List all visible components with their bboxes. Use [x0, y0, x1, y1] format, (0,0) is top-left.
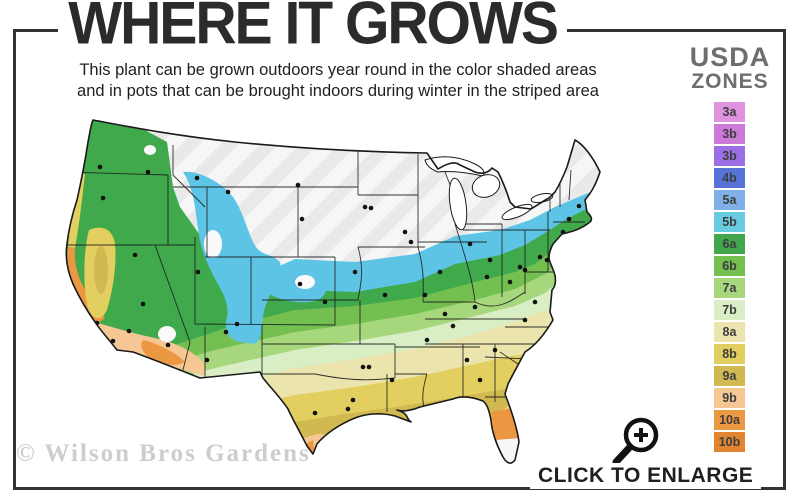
city-dot	[204, 357, 210, 363]
city-dot	[100, 195, 106, 201]
legend-zone-swatch: 7b	[714, 300, 745, 320]
coast-yellow-strip	[68, 172, 85, 248]
city-dot	[194, 175, 200, 181]
city-dot	[477, 377, 483, 383]
city-dot	[492, 347, 498, 353]
city-dot	[389, 377, 395, 383]
city-dot	[295, 182, 301, 188]
city-dot	[532, 299, 538, 305]
city-dot	[576, 203, 582, 209]
legend-zone-swatch: 10b	[714, 432, 745, 452]
legend-zone-list: 3a 3b 3b 4b 5a 5b 6a 6b 7a 7b 8a 8b 9a 9b 10a 10b	[714, 102, 745, 454]
city-dot	[97, 164, 103, 170]
subtitle: This plant can be grown outdoors year ro…	[14, 60, 662, 102]
city-dot	[360, 364, 366, 370]
white-patch-cascades	[144, 145, 156, 155]
white-patch-colorado	[295, 275, 315, 289]
valley-core	[94, 246, 108, 294]
legend-zone-swatch: 3b	[714, 124, 745, 144]
city-dot	[422, 292, 428, 298]
city-dot	[522, 267, 528, 273]
city-dot	[537, 254, 543, 260]
city-dot	[234, 321, 240, 327]
legend-zone-swatch: 4b	[714, 168, 745, 188]
legend-zone-swatch: 6b	[714, 256, 745, 276]
city-dot	[507, 393, 513, 399]
city-dot	[366, 364, 372, 370]
city-dot	[507, 279, 513, 285]
city-dot	[402, 229, 408, 235]
city-dot	[126, 328, 132, 334]
city-dot	[195, 269, 201, 275]
legend-zone-swatch: 6a	[714, 234, 745, 254]
legend-zone-swatch: 3b	[714, 146, 745, 166]
city-dot	[299, 216, 305, 222]
city-dot	[472, 304, 478, 310]
city-dot	[225, 189, 231, 195]
legend-zone-swatch: 9b	[714, 388, 745, 408]
city-dot	[345, 406, 351, 412]
city-dot	[79, 334, 85, 340]
city-dot	[145, 169, 151, 175]
city-dot	[110, 338, 116, 344]
city-dot	[464, 357, 470, 363]
legend-zone-swatch: 8a	[714, 322, 745, 342]
legend-zone-swatch: 9a	[714, 366, 745, 386]
city-dot	[484, 274, 490, 280]
lake-huron	[471, 174, 501, 198]
city-dot	[517, 264, 523, 270]
city-dot	[116, 350, 122, 356]
city-dot	[297, 281, 303, 287]
subtitle-line-1: This plant can be grown outdoors year ro…	[79, 61, 597, 79]
city-dot	[467, 241, 473, 247]
city-dot	[165, 342, 171, 348]
legend-title-zones: ZONES	[691, 70, 769, 93]
city-dot	[132, 252, 138, 258]
legend-zone-swatch: 5b	[714, 212, 745, 232]
city-dot	[322, 299, 328, 305]
legend-zone-swatch: 3a	[714, 102, 745, 122]
city-dot	[352, 269, 358, 275]
city-dot	[140, 301, 146, 307]
city-dot	[437, 269, 443, 275]
us-outline	[65, 119, 601, 464]
legend-zone-swatch: 5a	[714, 190, 745, 210]
city-dot	[312, 410, 318, 416]
city-dot	[362, 204, 368, 210]
click-to-enlarge-button[interactable]: CLICK TO ENLARGE	[530, 463, 762, 489]
magnifier-plus-icon[interactable]	[608, 414, 668, 470]
legend-title: USDA ZONES	[676, 44, 784, 93]
city-dot	[566, 216, 572, 222]
page-title: WHERE IT GROWS	[58, 0, 568, 63]
legend-zone-swatch: 8b	[714, 344, 745, 364]
watermark: © Wilson Bros Gardens	[16, 440, 311, 467]
white-patch-arizona	[158, 326, 176, 342]
city-dot	[522, 317, 528, 323]
city-dot	[588, 196, 594, 202]
city-dot	[350, 397, 356, 403]
city-dot	[424, 337, 430, 343]
legend-title-usda: USDA	[689, 42, 771, 72]
city-dot	[487, 257, 493, 263]
city-dot	[442, 311, 448, 317]
legend-zone-swatch: 10a	[714, 410, 745, 430]
city-dot	[544, 257, 550, 263]
us-zones-map[interactable]	[55, 112, 680, 477]
city-dot	[368, 205, 374, 211]
colorado-cyan	[260, 266, 327, 303]
lake-michigan	[448, 177, 468, 231]
city-dot	[408, 239, 414, 245]
subtitle-line-2: and in pots that can be brought indoors …	[77, 82, 599, 100]
white-patch-utah	[204, 230, 222, 258]
city-dot	[450, 323, 456, 329]
legend-zone-swatch: 7a	[714, 278, 745, 298]
city-dot	[382, 292, 388, 298]
city-dot	[223, 329, 229, 335]
